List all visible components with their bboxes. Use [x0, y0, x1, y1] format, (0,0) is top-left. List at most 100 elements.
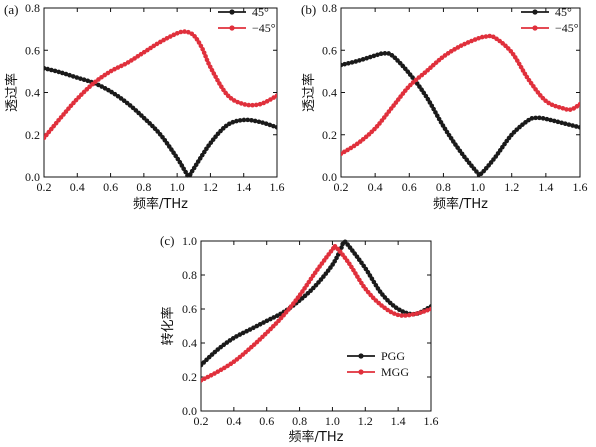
- panel-c-series-0-point: [334, 255, 339, 261]
- panel-c-series-1-point: [202, 376, 207, 382]
- panel-b-series-0-point: [574, 124, 579, 129]
- panel-a-series-0-point: [267, 122, 273, 128]
- panel-b-legend-marker: [532, 25, 538, 31]
- panel-b-xtick-label: 1.2: [504, 180, 519, 194]
- panel-b-series-1-point: [556, 104, 562, 110]
- panel-a-series-0-point: [245, 117, 250, 123]
- panel-b-xtick-label: 1.0: [470, 180, 485, 194]
- panel-b-series-1-point: [564, 107, 569, 112]
- panel-b-xtick-label: 1.4: [538, 180, 553, 194]
- panel-a-xtick-label: 0.6: [103, 180, 118, 194]
- panel-b-legend-label: 45°: [555, 5, 572, 19]
- panel-b-series-0-point: [371, 53, 377, 59]
- panel-a-series-1-point: [161, 37, 166, 43]
- panel-c-xlabel: 频率/THz: [289, 429, 344, 445]
- panel-b-ytick-label: 0.4: [322, 86, 337, 100]
- panel-b-series-1-point: [472, 37, 478, 42]
- panel-a-series-1-point: [253, 102, 259, 108]
- panel-c-series-1-point: [399, 313, 404, 318]
- panel-b-ytick-label: 0.6: [322, 43, 337, 57]
- panel-b-label: (b): [301, 2, 316, 17]
- panel-b-series-1-point: [479, 34, 485, 40]
- panel-c-series-1-point: [421, 309, 427, 314]
- panel-b-xtick-label: 0.4: [368, 180, 383, 194]
- panel-c-series-1-point: [388, 309, 394, 315]
- panel-c-series-1: [201, 243, 431, 383]
- panel-b-series-0-point: [570, 123, 575, 128]
- panel-c-series-0-point: [237, 332, 243, 337]
- panel-a-series-0-point: [271, 123, 276, 129]
- panel-a-series-1-point: [257, 101, 263, 107]
- panel-c-label: (c): [160, 233, 174, 248]
- panel-b-series-0-point: [342, 61, 347, 67]
- panel-b-series-0-point: [544, 116, 550, 122]
- panel-b-xtick-label: 0.6: [402, 180, 417, 194]
- panel-c-frame: [200, 240, 432, 412]
- panel-b-series-0-point: [566, 122, 572, 127]
- panel-b-series-0-point: [367, 54, 373, 60]
- panel-b-series-0-point: [559, 120, 564, 126]
- panel-a-series-0-point: [60, 70, 65, 76]
- panel-b-series-1-point: [567, 107, 573, 112]
- panel-a-series-1-point: [112, 66, 117, 72]
- panel-b-series-0-point: [353, 59, 359, 64]
- panel-a-series-0-point: [237, 118, 243, 123]
- panel-b-series-0-point: [577, 125, 580, 130]
- panel-b-series-0-point: [378, 51, 384, 56]
- panel-a-xlabel: 频率/THz: [133, 196, 188, 212]
- panel-a-series-0-line: [44, 67, 277, 177]
- panel-a-series-0-point: [252, 118, 258, 124]
- panel-a-series-1-point: [119, 63, 124, 69]
- panel-c-series-0-point: [339, 245, 344, 250]
- panel-c: 0.2 0.4 0.6 0.8 1.0 1.2 1.4 1.60.00.20.40.60.81…: [160, 233, 439, 445]
- panel-b-series-1: [341, 33, 580, 157]
- panel-a-series-1-line: [44, 30, 277, 139]
- panel-a-series-1-point: [261, 100, 266, 106]
- panel-a-series-0-point: [45, 66, 50, 72]
- panel-b-xtick-label: 0.8: [436, 180, 451, 194]
- panel-a-series-1-point: [201, 50, 207, 56]
- panel-b-series-0-point: [529, 116, 535, 121]
- panel-a-series-0-point: [241, 117, 247, 123]
- panel-a-series-1-point: [198, 43, 204, 49]
- panel-a-series-0-point: [78, 76, 83, 81]
- panel-c-ytick-label: 0.4: [182, 336, 197, 350]
- panel-a-series-1-point: [207, 64, 213, 70]
- panel-a-series-0-point: [227, 121, 232, 127]
- panel-a-ytick-label: 0.2: [25, 128, 40, 142]
- panel-b-series-0-point: [562, 121, 568, 127]
- panel-a-ylabel: 透过率: [4, 73, 20, 112]
- panel-c-series-0-point: [400, 309, 406, 314]
- panel-b-ytick-label: 0.2: [322, 128, 337, 142]
- panel-b-series-0-point: [537, 115, 542, 121]
- panel-b-series-1-point: [549, 102, 555, 108]
- panel-a-xtick-label: 1.0: [170, 180, 185, 194]
- panel-a-frame: [43, 7, 278, 178]
- panel-a-legend-entry: −45°: [218, 21, 276, 35]
- panel-b-series-1-point: [577, 101, 580, 107]
- panel-b-series-0-point: [364, 55, 369, 61]
- panel-c-series-0-point: [234, 334, 239, 339]
- panel-b-ytick-label: 0.0: [322, 170, 337, 184]
- panel-b-legend-entry: −45°: [521, 21, 579, 35]
- panel-b-series-1-point: [487, 33, 493, 39]
- panel-a-series-1-point: [178, 29, 184, 35]
- panel-a-series-0-point: [49, 67, 54, 73]
- panel-a-xtick-label: 1.2: [203, 180, 218, 194]
- panel-a-series-0-point: [260, 120, 265, 125]
- panel-a-series-0-point: [263, 121, 269, 126]
- panel-c-series-0-point: [268, 316, 273, 322]
- panel-a-series-1-point: [235, 99, 240, 105]
- panel-a: 0.2 0.4 0.6 0.8 1.0 1.2 1.4 1.60.00.20.40.60.8(…: [4, 1, 285, 212]
- panel-b-series-1-point: [476, 35, 481, 41]
- panel-c-xtick-label: 0.6: [259, 414, 274, 428]
- panel-b-series-1-point: [560, 106, 566, 111]
- panel-c-legend-label: PGG: [381, 349, 405, 363]
- panel-b-series-1-point: [458, 43, 464, 48]
- panel-a-xtick-label: 0.2: [37, 180, 52, 194]
- panel-b-series-1-point: [462, 41, 467, 47]
- panel-a-series-1-point: [274, 93, 277, 98]
- panel-c-series-0: [201, 239, 431, 368]
- panel-c-series-1-point: [425, 307, 430, 313]
